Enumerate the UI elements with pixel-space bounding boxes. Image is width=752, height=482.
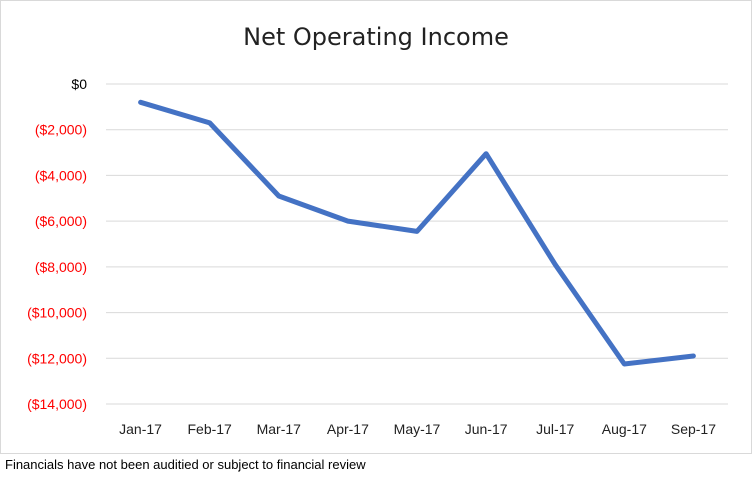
x-tick-label: Mar-17 <box>257 421 302 437</box>
y-tick-label: ($14,000) <box>27 396 87 412</box>
y-tick-label: ($4,000) <box>35 167 87 183</box>
x-tick-label: Aug-17 <box>602 421 647 437</box>
y-tick-label: ($6,000) <box>35 213 87 229</box>
x-tick-label: Sep-17 <box>671 421 716 437</box>
series-layer <box>138 99 696 367</box>
gridlines <box>106 83 728 405</box>
y-tick-label: ($2,000) <box>35 122 87 138</box>
x-tick-label: Jul-17 <box>536 421 574 437</box>
x-tick-label: Jun-17 <box>465 421 508 437</box>
x-tick-label: Jan-17 <box>119 421 162 437</box>
x-tick-label: May-17 <box>394 421 441 437</box>
chart-area: Net Operating Income $0 ($2,000) ($4,000) (… <box>0 0 752 454</box>
y-tick-label: ($8,000) <box>35 259 87 275</box>
y-axis-tick-labels: $0 ($2,000) ($4,000) ($6,000) ($8,000) ($10,0… <box>27 76 87 412</box>
footnote: Financials have not been auditied or sub… <box>5 457 366 472</box>
x-tick-label: Feb-17 <box>187 421 232 437</box>
y-tick-label: $0 <box>71 76 87 92</box>
x-tick-label: Apr-17 <box>327 421 369 437</box>
y-tick-label: ($12,000) <box>27 350 87 366</box>
y-tick-label: ($10,000) <box>27 305 87 321</box>
chart-title: Net Operating Income <box>243 23 509 51</box>
line-chart: $0 ($2,000) ($4,000) ($6,000) ($8,000) ($10,0… <box>27 76 728 437</box>
series-line <box>138 99 696 367</box>
x-axis-tick-labels: Jan-17 Feb-17 Mar-17 Apr-17 May-17 Jun-17 Jul-… <box>119 421 716 437</box>
